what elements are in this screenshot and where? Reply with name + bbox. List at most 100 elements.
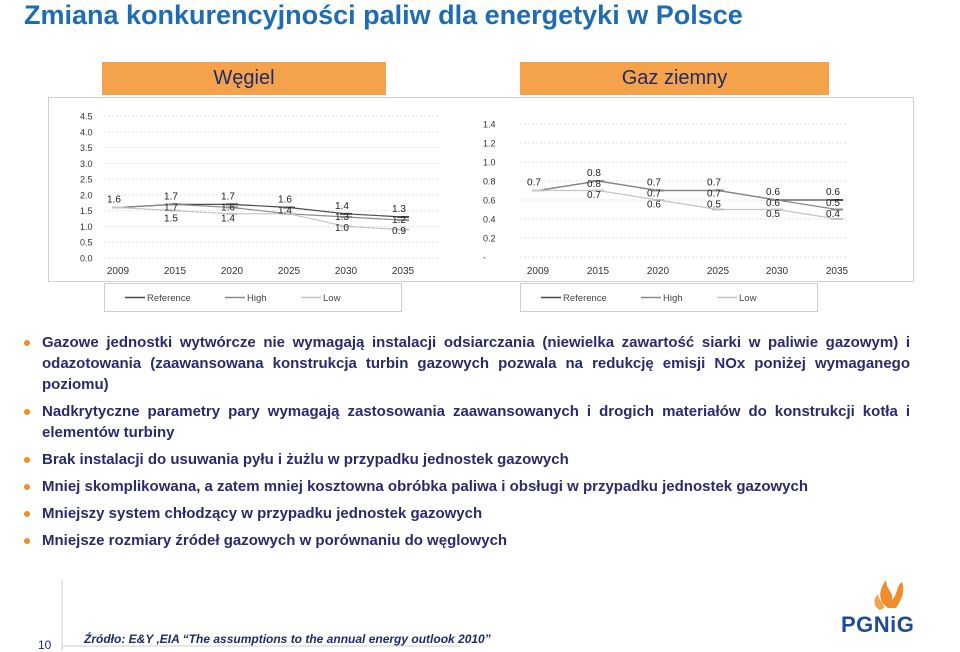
header-coal: Węgiel — [102, 62, 386, 95]
y-tick-label: 1.4 — [483, 120, 496, 130]
data-label: 1.2 — [392, 215, 406, 226]
gas-legend-svg: Reference High Low — [541, 293, 757, 304]
legend-label: Low — [739, 293, 757, 304]
data-label: 0.6 — [766, 198, 780, 209]
data-label: 0.7 — [587, 190, 601, 201]
data-label: 1.5 — [164, 213, 178, 224]
y-tick-label: 2.0 — [80, 190, 93, 200]
data-label: 1.3 — [335, 212, 349, 223]
data-label: 0.6 — [766, 187, 780, 198]
data-label: 0.8 — [587, 168, 601, 179]
bullet-item: Brak instalacji do usuwania pyłu i żużlu… — [22, 449, 910, 470]
bullet-item: Gazowe jednostki wytwórcze nie wymagają … — [22, 332, 910, 395]
series-line-high — [537, 180, 838, 211]
y-tick-label: 2.5 — [80, 175, 93, 185]
y-tick-label: 0.5 — [80, 238, 93, 248]
data-label: 0.5 — [766, 209, 780, 220]
bullet-dot-icon — [24, 511, 30, 517]
bullet-dot-icon — [24, 538, 30, 544]
bullet-dot-icon — [24, 409, 30, 415]
y-tick-label: 3.0 — [80, 159, 93, 169]
data-label: 0.6 — [826, 187, 840, 198]
bullet-dot-icon — [24, 340, 30, 346]
data-label: 0.7 — [707, 178, 721, 189]
legend-label: High — [663, 293, 683, 304]
bullet-item: Mniejszy system chłodzący w przypadku je… — [22, 503, 910, 524]
series-line-low — [117, 206, 404, 231]
bullet-list: Gazowe jednostki wytwórcze nie wymagają … — [22, 332, 910, 557]
y-tick-label: 0.0 — [80, 254, 93, 264]
series-line-high — [117, 203, 404, 221]
bullet-dot-icon — [24, 484, 30, 490]
pgnig-flame-icon — [874, 580, 904, 610]
gas-legend: Reference High Low — [520, 283, 818, 312]
legend-label: Reference — [147, 293, 191, 304]
pgnig-logo: PGNiG — [841, 612, 915, 637]
y-tick-label: 0.6 — [483, 196, 496, 206]
charts-frame — [48, 97, 914, 282]
y-tick-label: 0.4 — [483, 215, 496, 225]
data-label: 0.7 — [647, 178, 661, 189]
x-tick-label: 2020 — [221, 266, 244, 277]
data-label: 0.4 — [826, 209, 840, 220]
x-tick-label: 2020 — [647, 266, 670, 277]
data-label: 1.6 — [278, 195, 292, 206]
x-tick-label: 2025 — [278, 266, 301, 277]
x-tick-label: 2035 — [826, 266, 849, 277]
y-tick-label: 4.0 — [80, 127, 93, 137]
coal-legend: Reference High Low — [104, 283, 402, 312]
data-label: 0.8 — [587, 179, 601, 190]
bullet-text: Mniejszy system chłodzący w przypadku je… — [42, 505, 483, 522]
data-label: 0.5 — [826, 198, 840, 209]
bullet-text: Nadkrytyczne parametry pary wymagają zas… — [42, 403, 910, 441]
y-tick-label: 1.0 — [80, 222, 93, 232]
data-label: 1.6 — [107, 195, 121, 206]
data-label: 0.5 — [707, 200, 721, 211]
source-note: Źródło: E&Y ,EIA “The assumptions to the… — [84, 632, 491, 646]
y-tick-label: 3.5 — [80, 143, 93, 153]
y-tick-label: 0.2 — [483, 234, 496, 244]
data-label: 0.7 — [527, 178, 541, 189]
legend-label: Low — [323, 293, 341, 304]
data-label: 1.4 — [278, 206, 292, 217]
x-tick-label: 2015 — [164, 266, 187, 277]
x-tick-label: 2009 — [527, 266, 550, 277]
y-tick-label: 1.5 — [80, 206, 93, 216]
legend-label: Reference — [563, 293, 607, 304]
data-label: 1.7 — [164, 191, 178, 202]
header-gas: Gaz ziemny — [520, 62, 829, 95]
legend-label: High — [247, 293, 267, 304]
data-label: 1.4 — [221, 213, 235, 224]
coal-legend-svg: Reference High Low — [125, 293, 341, 304]
bullet-text: Brak instalacji do usuwania pyłu i żużlu… — [42, 451, 569, 468]
data-label: 1.3 — [392, 204, 406, 215]
data-label: 0.6 — [647, 200, 661, 211]
y-tick-label: 4.5 — [80, 112, 93, 122]
y-tick-label: 0.8 — [483, 177, 496, 187]
bullet-item: Mniej skomplikowana, a zatem mniej koszt… — [22, 476, 910, 497]
y-tick-label: 1.2 — [483, 139, 496, 149]
data-label: 1.6 — [221, 202, 235, 213]
page-number: 10 — [38, 638, 52, 652]
x-tick-label: 2030 — [766, 266, 789, 277]
bullet-text: Mniejsze rozmiary źródeł gazowych w poró… — [42, 532, 508, 549]
y-tick-label: 1.0 — [483, 158, 496, 168]
x-tick-label: 2035 — [392, 266, 415, 277]
data-label: 1.7 — [221, 191, 235, 202]
bullet-item: Mniejsze rozmiary źródeł gazowych w poró… — [22, 530, 910, 551]
bullet-text: Mniej skomplikowana, a zatem mniej koszt… — [42, 478, 808, 495]
data-label: 0.9 — [392, 226, 406, 237]
data-label: 1.4 — [335, 201, 349, 212]
data-label: 0.7 — [707, 189, 721, 200]
data-label: 1.0 — [335, 223, 349, 234]
x-tick-label: 2030 — [335, 266, 358, 277]
slide-title: Zmiana konkurencyjności paliw dla energe… — [24, 0, 743, 30]
series-line-low — [538, 189, 838, 220]
bullet-dot-icon — [24, 457, 30, 463]
x-tick-label: 2025 — [707, 266, 730, 277]
x-tick-label: 2015 — [587, 266, 610, 277]
bullet-text: Gazowe jednostki wytwórcze nie wymagają … — [42, 334, 910, 393]
